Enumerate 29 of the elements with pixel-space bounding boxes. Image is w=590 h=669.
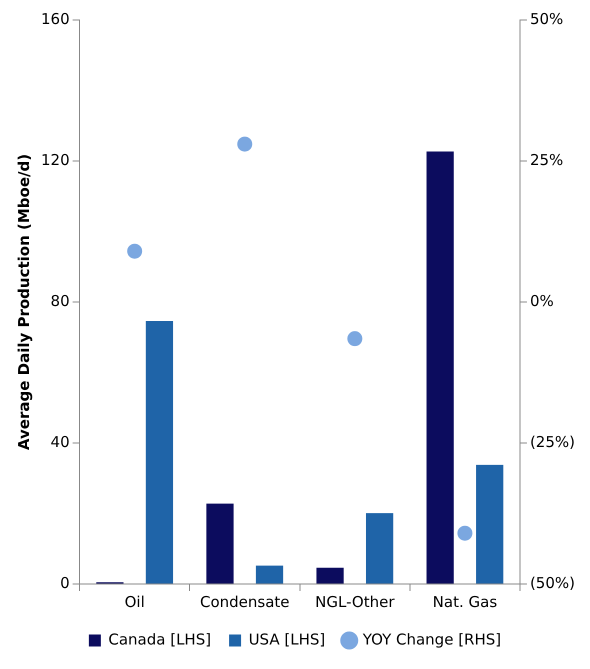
bar xyxy=(146,321,174,584)
y-tick-label: 120 xyxy=(40,150,70,169)
point xyxy=(127,244,142,259)
legend-label: YOY Change [RHS] xyxy=(362,630,502,648)
x-tick-label: NGL-Other xyxy=(315,592,396,611)
legend-label: Canada [LHS] xyxy=(108,630,212,648)
point xyxy=(237,136,252,152)
y-tick-label: 0 xyxy=(60,574,70,592)
bar xyxy=(426,151,454,584)
y-tick-label: 40 xyxy=(50,432,70,451)
legend-label: USA [LHS] xyxy=(248,630,326,648)
y2-tick-label: 25% xyxy=(530,150,564,169)
bar xyxy=(256,566,284,584)
y2-tick-label: 0% xyxy=(530,292,554,310)
y-axis-title: Average Daily Production (Mboe/d) xyxy=(14,154,33,450)
point xyxy=(347,331,362,346)
bar xyxy=(316,568,344,584)
y-tick-label: 160 xyxy=(40,10,70,28)
x-tick-label: Nat. Gas xyxy=(432,592,498,611)
bar xyxy=(366,513,394,584)
x-tick-label: Oil xyxy=(124,592,145,611)
bar xyxy=(476,464,504,584)
y2-tick-label: (25%) xyxy=(530,432,576,451)
y2-tick-label: 50% xyxy=(530,10,564,28)
y2-tick-label: (50%) xyxy=(530,574,576,592)
y-tick-label: 80 xyxy=(50,292,70,310)
point xyxy=(457,526,472,541)
x-tick-label: Condensate xyxy=(200,592,290,611)
bar xyxy=(206,504,234,584)
